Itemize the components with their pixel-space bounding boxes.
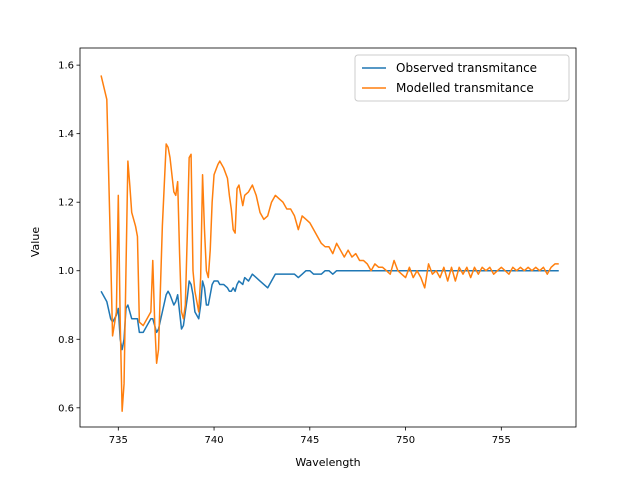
x-axis-label: Wavelength [295,456,360,469]
y-tick-label: 0.8 [58,335,74,346]
x-tick-label: 755 [492,435,511,446]
x-tick-label: 740 [205,435,224,446]
y-tick-label: 1.0 [58,266,74,277]
y-tick-label: 0.6 [58,403,74,414]
series-line [100,75,559,412]
y-tick-label: 1.6 [58,61,74,72]
legend-label: Observed transmitance [396,61,537,75]
x-tick-label: 745 [300,435,319,446]
plot-frame [79,47,577,428]
x-tick-label: 750 [396,435,415,446]
series-line [100,269,559,351]
x-tick-label: 735 [109,435,128,446]
y-axis-label: Value [29,227,42,257]
y-tick-label: 1.4 [58,129,74,140]
legend-box [354,54,570,102]
legend-label: Modelled transmitance [396,81,534,95]
y-tick-label: 1.2 [58,198,74,209]
